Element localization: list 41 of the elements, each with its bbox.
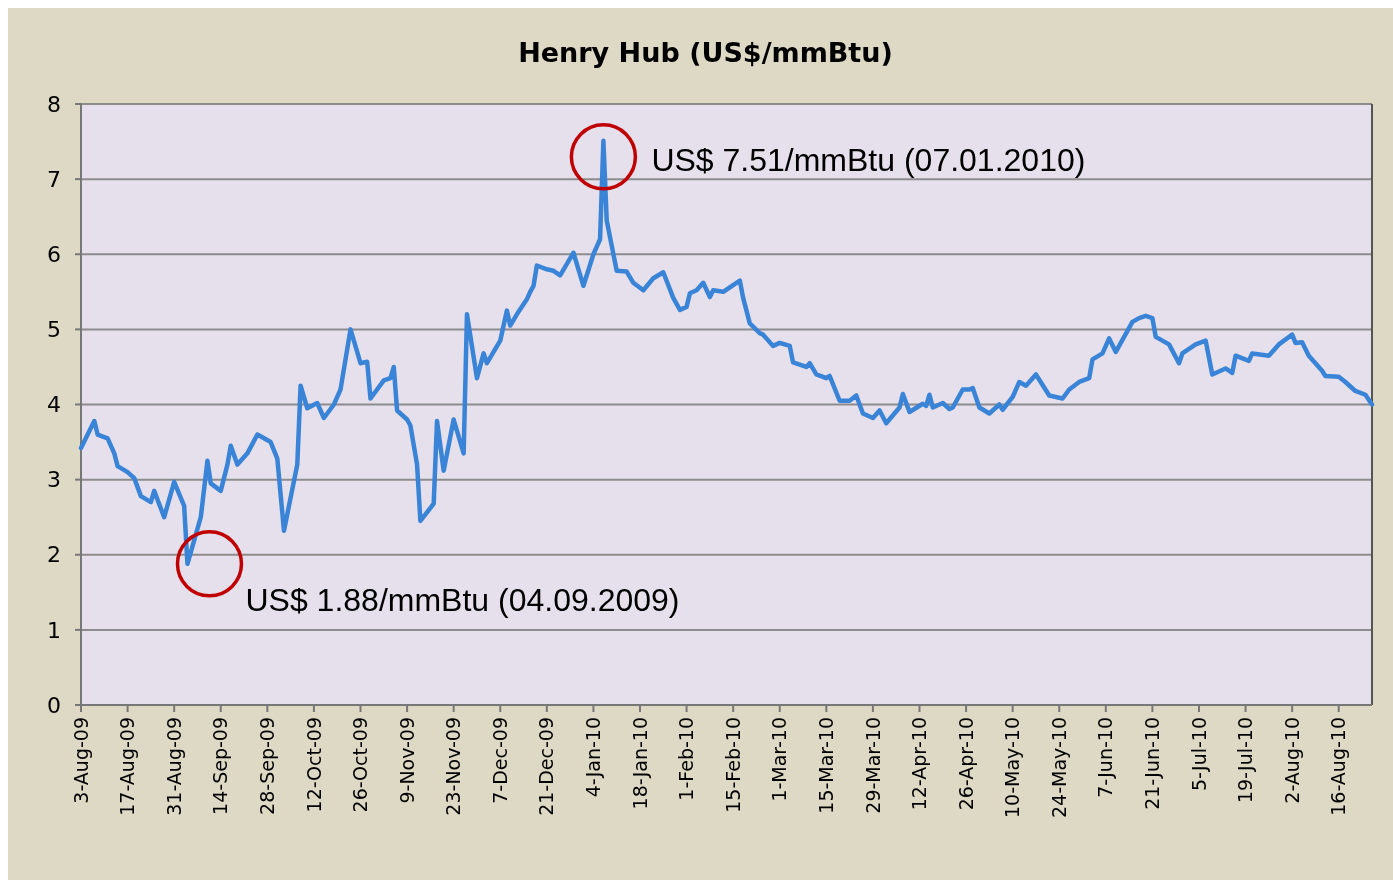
- x-tick-label: 21-Dec-09: [535, 717, 558, 816]
- x-tick-label: 2-Aug-10: [1280, 717, 1303, 804]
- y-tick-label: 5: [47, 317, 61, 343]
- y-tick-label: 3: [47, 467, 61, 493]
- annotation: US$ 7.51/mmBtu (07.01.2010): [651, 142, 1086, 179]
- line-series: [78, 138, 1375, 567]
- y-tick-label: 1: [47, 617, 61, 643]
- x-tick-label: 4-Jan-10: [582, 717, 605, 798]
- x-tick-label: 1-Feb-10: [675, 717, 698, 801]
- x-tick-label: 12-Oct-09: [302, 717, 325, 813]
- x-tick-label: 3-Aug-09: [69, 717, 92, 804]
- x-tick-label: 15-Feb-10: [721, 717, 744, 813]
- y-tick-label: 4: [47, 392, 61, 418]
- x-tick-label: 5-Jul-10: [1187, 717, 1210, 791]
- x-tick-label: 23-Nov-09: [442, 717, 465, 816]
- y-tick-label: 7: [47, 166, 61, 192]
- x-tick-label: 14-Sep-09: [209, 717, 232, 815]
- chart-title: Henry Hub (US$/mmBtu): [518, 37, 893, 69]
- y-tick-label: 0: [47, 692, 61, 718]
- x-tick-label: 10-May-10: [1001, 717, 1024, 819]
- x-tick-label: 16-Aug-10: [1327, 717, 1350, 816]
- x-tick-label: 18-Jan-10: [628, 717, 651, 810]
- x-tick-label: 24-May-10: [1047, 717, 1070, 819]
- x-tick-label: 15-Mar-10: [814, 717, 837, 814]
- y-tick-label: 6: [47, 241, 61, 267]
- x-tick-label: 12-Apr-10: [908, 717, 931, 811]
- x-tick-label: 7-Jun-10: [1094, 717, 1117, 798]
- x-tick-label: 19-Jul-10: [1234, 717, 1257, 804]
- x-tick-label: 26-Apr-10: [954, 717, 977, 811]
- x-tick-label: 17-Aug-09: [116, 717, 139, 816]
- annotation: US$ 1.88/mmBtu (04.09.2009): [245, 581, 680, 618]
- x-tick-label: 21-Jun-10: [1141, 717, 1164, 810]
- x-tick-label: 9-Nov-09: [395, 717, 418, 804]
- y-tick-label: 2: [47, 542, 61, 568]
- x-tick-label: 28-Sep-09: [255, 717, 278, 815]
- x-tick-label: 26-Oct-09: [349, 717, 372, 813]
- x-tick-label: 7-Dec-09: [488, 717, 511, 804]
- x-tick-label: 1-Mar-10: [768, 717, 791, 802]
- x-tick-label: 31-Aug-09: [162, 717, 185, 816]
- y-tick-label: 8: [47, 91, 61, 117]
- x-tick-label: 29-Mar-10: [861, 717, 884, 814]
